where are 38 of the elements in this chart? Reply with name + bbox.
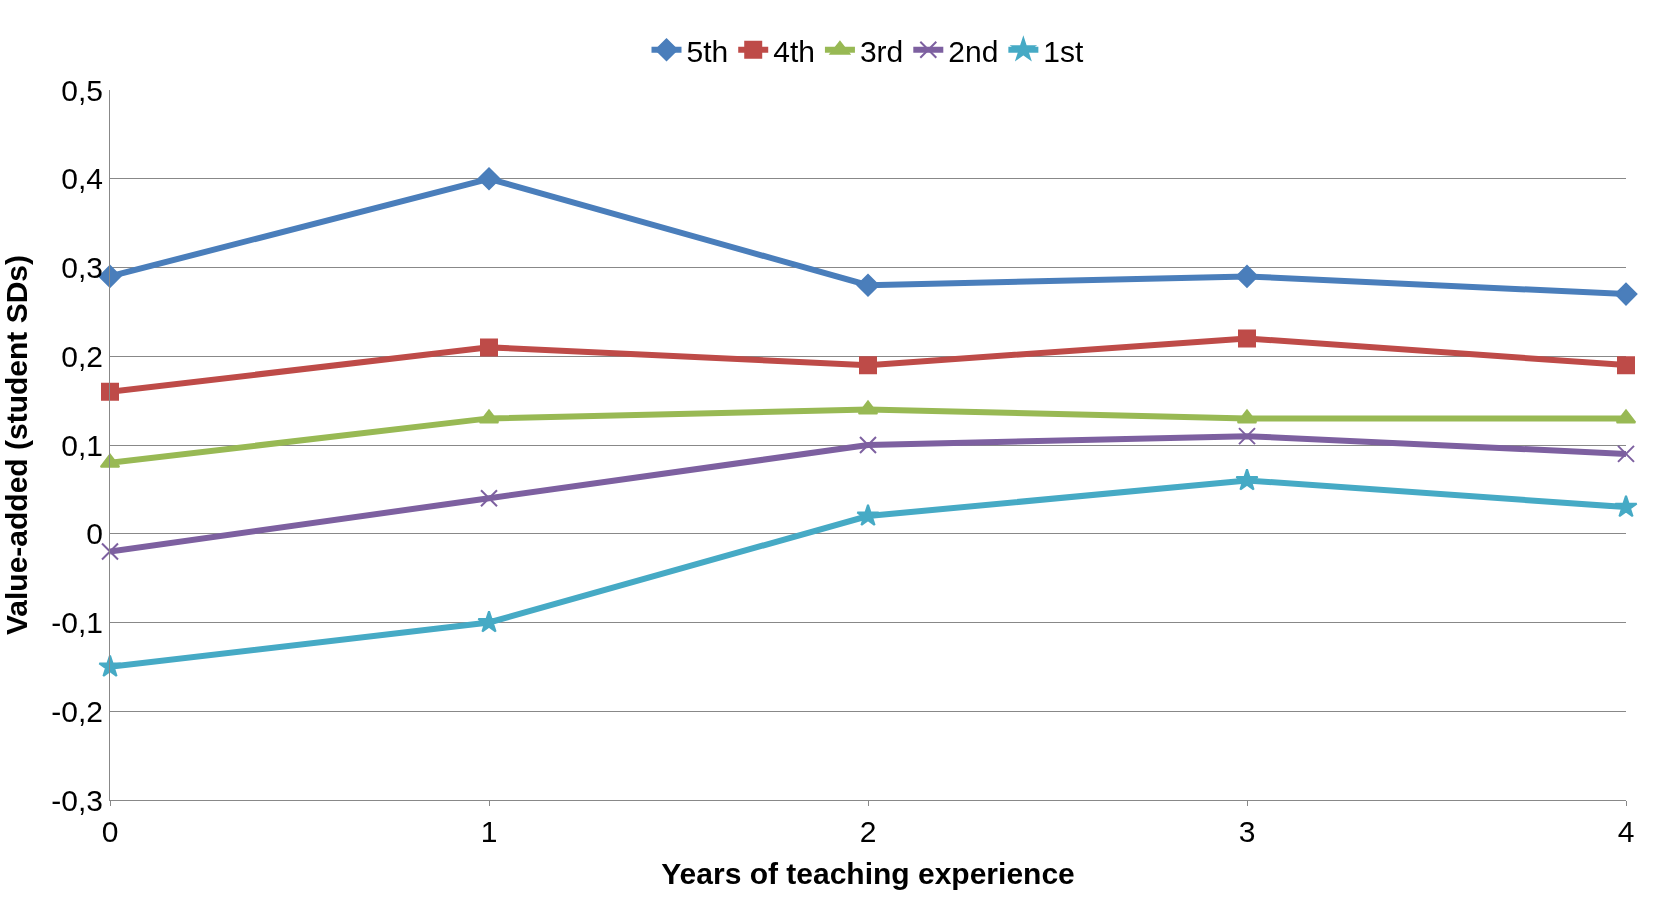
y-tick-label: 0 — [86, 517, 103, 551]
point — [477, 167, 501, 191]
point — [1614, 282, 1638, 306]
legend-label: 4th — [773, 34, 815, 68]
point — [101, 542, 119, 561]
point — [101, 382, 119, 401]
point — [859, 436, 877, 454]
legend-label: 3rd — [859, 34, 904, 68]
y-tick-label: 0,3 — [61, 251, 103, 284]
point — [98, 654, 122, 677]
y-tick-label: -0,3 — [51, 783, 103, 817]
x-tick-label: 3 — [1238, 815, 1256, 848]
point — [1617, 356, 1635, 375]
y-tick-label: 0,1 — [61, 428, 103, 462]
x-tick-label: 4 — [1617, 815, 1635, 848]
point — [1238, 427, 1256, 446]
x-tick-label: 2 — [859, 815, 877, 848]
y-tick-label: 0,2 — [61, 339, 103, 373]
legend-label: 5th — [686, 34, 729, 68]
point — [859, 356, 877, 375]
y-tick-label: 0,5 — [61, 73, 103, 107]
point — [856, 273, 880, 297]
x-tick-label: 1 — [480, 815, 498, 848]
y-tick-label: -0,2 — [51, 694, 103, 728]
point — [480, 338, 498, 357]
y-tick-label: -0,1 — [51, 606, 103, 639]
legend-label: 1st — [1043, 34, 1085, 68]
point — [856, 503, 880, 527]
point — [1235, 264, 1259, 288]
legend-label: 2nd — [948, 34, 999, 68]
point — [1235, 468, 1259, 491]
y-axis-title: Value-added (student SDs) — [0, 254, 33, 636]
y-tick-label: 0,4 — [61, 162, 103, 196]
point — [480, 489, 498, 508]
x-axis-title: Years of teaching experience — [661, 856, 1075, 890]
point — [1617, 444, 1635, 463]
point — [1614, 494, 1638, 518]
point — [1238, 329, 1256, 348]
